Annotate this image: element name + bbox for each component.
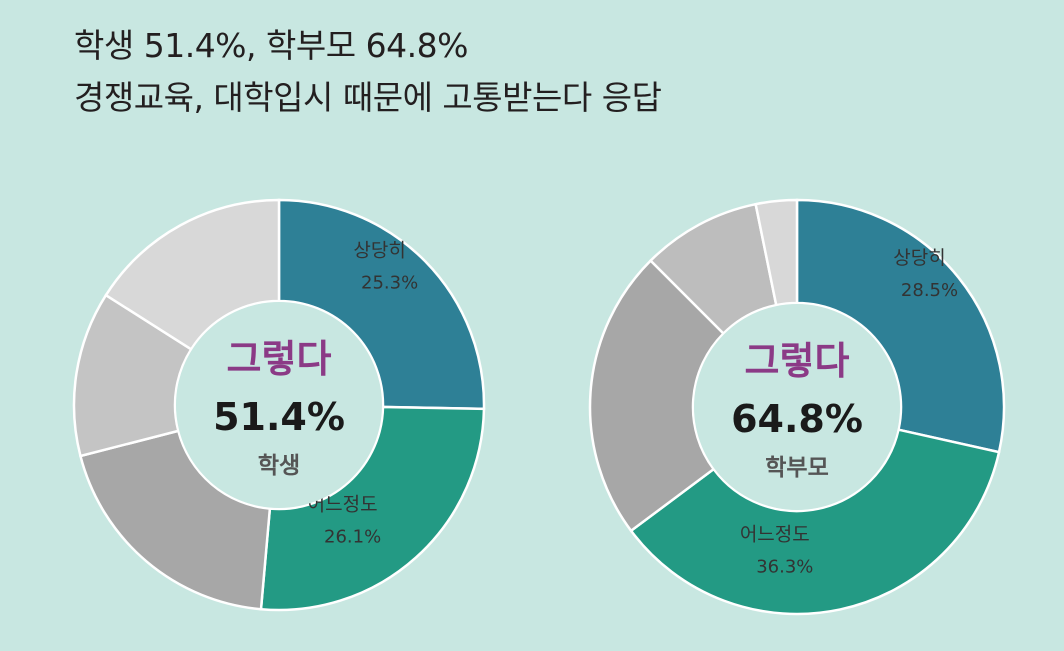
center-value: 51.4% <box>213 395 345 439</box>
slice-value-label: 25.3% <box>361 272 418 293</box>
center-group-label: 학생 <box>258 453 300 479</box>
slice-label: 상당히 <box>893 247 945 269</box>
center-value: 64.8% <box>731 397 863 441</box>
slice-label: 어느정도 <box>308 493 378 515</box>
chart-title: 학생 51.4%, 학부모 64.8% 경쟁교육, 대학입시 때문에 고통받는다… <box>74 20 662 124</box>
slice-value-label: 28.5% <box>901 280 958 301</box>
donut-slice-other-3 <box>72 293 193 458</box>
donut-slice-other-4 <box>104 198 281 351</box>
slice-label: 상당히 <box>353 239 405 261</box>
donut-slice-상당히 <box>277 198 486 411</box>
donut-center <box>694 304 900 510</box>
title-line-1: 학생 51.4%, 학부모 64.8% <box>74 26 468 65</box>
donut-slice-상당히 <box>795 198 1006 454</box>
slice-label: 어느정도 <box>740 524 810 546</box>
donut-slice-other-2 <box>588 258 726 533</box>
donut-center <box>176 302 382 508</box>
center-group-label: 학부모 <box>765 455 828 481</box>
title-line-2: 경쟁교육, 대학입시 때문에 고통받는다 응답 <box>74 78 662 117</box>
slice-value-label: 26.1% <box>324 526 381 547</box>
donut-slice-어느정도 <box>259 405 486 612</box>
donut-slice-other-4 <box>754 198 799 307</box>
donut-slice-어느정도 <box>629 428 1001 616</box>
donut-slice-other-2 <box>78 429 272 611</box>
center-label: 그렇다 <box>745 339 850 383</box>
slice-value-label: 36.3% <box>756 557 813 578</box>
center-label: 그렇다 <box>227 337 332 381</box>
